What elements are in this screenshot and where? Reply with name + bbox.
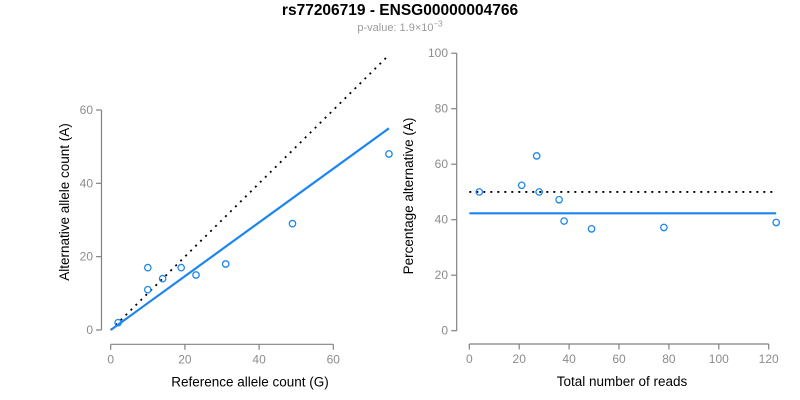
plot1-x-tick-label: 20 [178, 352, 192, 366]
plot2-data-point [560, 217, 568, 225]
plot2-data-point [475, 188, 484, 196]
p-value-text: p-value: 1.9×10 [357, 22, 434, 34]
plot2-y-tick-label: 20 [435, 268, 449, 282]
plot1-data-point [158, 274, 167, 283]
plot1-data-point [143, 263, 152, 272]
p-value-exponent: −3 [433, 19, 443, 29]
plot1-x-axis-title: Reference allele count (G) [171, 374, 329, 389]
figure-title: rs77206719 - ENSG00000004766 [281, 2, 519, 19]
plot2-x-tick-label: 100 [709, 352, 729, 366]
plot1-data-point [192, 271, 200, 279]
plot2-x-tick-label: 20 [513, 352, 527, 366]
plot1-identity-line [110, 54, 390, 331]
plot1-fit-line [110, 127, 390, 331]
plot2-data-point [555, 195, 563, 204]
plot1-y-tick-label: 20 [80, 250, 94, 264]
plot2-x-tick-label: 60 [612, 352, 626, 366]
plot2-data-point [772, 218, 781, 227]
plot2-y-tick-label: 40 [435, 213, 449, 227]
plot2-x-tick-label: 0 [466, 352, 473, 366]
plot1-y-axis-title: Alternative allele count (A) [57, 123, 72, 281]
plot2-y-tick-label: 0 [441, 324, 448, 338]
plot1-x-tick-label: 0 [107, 352, 114, 366]
plot1-data-point [114, 318, 122, 327]
figure-subtitle: p-value: 1.9×10−3 [0, 19, 800, 34]
plot1-y-tick-label: 60 [80, 103, 94, 117]
plot2-x-tick-label: 80 [662, 352, 676, 366]
plot2-x-tick-label: 120 [759, 352, 779, 366]
plot1-y-tick-label: 0 [86, 323, 93, 337]
plot1-data-point [143, 285, 152, 294]
plot1-data-point [177, 263, 186, 272]
plot1-data-point [288, 219, 297, 228]
plot2-data-point [532, 152, 541, 160]
plot2-x-axis-title: Total number of reads [557, 374, 688, 389]
plot2-data-point [660, 223, 668, 232]
plot2-data-point [587, 225, 596, 233]
plot1-x-tick-label: 40 [252, 352, 266, 366]
plot2-y-tick-label: 60 [435, 157, 449, 171]
plot2-x-tick-label: 40 [562, 352, 576, 366]
plot2-data-point [517, 181, 526, 190]
plot1-x-tick-label: 60 [327, 352, 341, 366]
plot1-data-point [385, 150, 393, 158]
plot1-data-point [221, 260, 230, 268]
plot1-y-tick-label: 40 [80, 176, 94, 190]
plot2-y-axis-title: Percentage alternative (A) [401, 118, 416, 275]
plot2-y-tick-label: 80 [435, 102, 449, 116]
plot2-y-tick-label: 100 [428, 46, 448, 60]
plot2-data-point [535, 188, 544, 196]
